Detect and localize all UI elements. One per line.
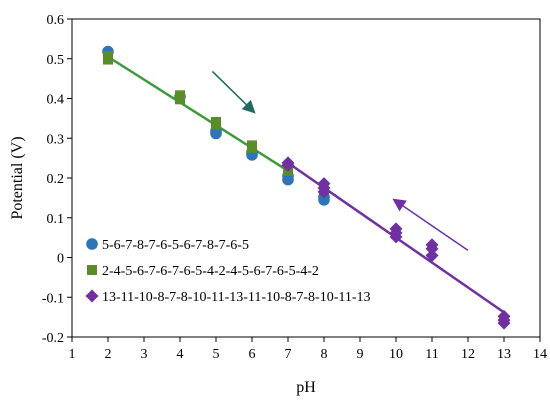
y-tick-label: -0.1 — [42, 291, 64, 306]
circle-data-point — [210, 127, 222, 140]
x-tick-label: 2 — [105, 347, 112, 362]
legend-entry-label: 13-11-10-8-7-8-10-11-13-11-10-8-7-8-10-1… — [102, 290, 371, 305]
direction-arrows — [211, 70, 469, 251]
x-tick-label: 5 — [213, 347, 220, 362]
x-tick-label: 12 — [461, 347, 475, 362]
arrow-shaft — [402, 205, 469, 251]
x-tick-label: 3 — [141, 347, 148, 362]
x-tick-label: 11 — [425, 347, 438, 362]
trend-line — [107, 55, 289, 172]
arrow-head — [241, 99, 256, 114]
y-axis-title: Potential (V) — [9, 136, 26, 219]
x-tick-label: 10 — [389, 347, 403, 362]
legend-square-symbol — [87, 265, 97, 275]
x-axis-title: pH — [296, 379, 316, 396]
legend-entry-label: 5-6-7-8-7-6-5-6-7-8-7-6-5 — [102, 238, 249, 253]
diamond-data-point — [281, 158, 295, 172]
diamond-data-point — [497, 316, 511, 330]
legend-diamond-symbol — [85, 289, 99, 303]
x-tick-label: 7 — [285, 347, 292, 362]
y-tick-label: 0.4 — [47, 93, 65, 108]
arrow-head — [392, 198, 407, 212]
legend-entry-label: 2-4-5-6-7-6-7-6-5-4-2-4-5-6-7-6-5-4-2 — [102, 264, 319, 279]
diamond-data-point — [425, 242, 439, 256]
circle-data-point — [318, 194, 330, 206]
x-tick-label: 1 — [69, 347, 76, 362]
y-tick-label: 0.5 — [47, 53, 65, 68]
x-tick-label: 9 — [357, 347, 364, 362]
square-data-point — [211, 119, 221, 130]
x-tick-label: 13 — [497, 347, 511, 362]
x-tick-label: 8 — [321, 347, 328, 362]
square-data-point — [247, 142, 257, 153]
square-data-point — [103, 54, 113, 65]
circle-data-point — [282, 173, 294, 186]
y-tick-label: 0 — [57, 252, 64, 267]
square-data-point — [175, 94, 185, 105]
diamond-data-point — [317, 185, 331, 199]
diamond-data-point — [389, 230, 403, 244]
x-tick-label: 4 — [177, 347, 184, 362]
y-tick-label: 0.3 — [47, 132, 65, 147]
y-axis-ticks: -0.2 -0.1 0 0.1 0.2 0.3 0.4 0.5 0.6 — [42, 13, 72, 346]
y-tick-label: 0.2 — [47, 172, 65, 187]
legend: 5-6-7-8-7-6-5-6-7-8-7-6-5 2-4-5-6-7-6-7-6… — [85, 238, 371, 305]
diamond-data-point — [425, 249, 439, 263]
y-tick-label: 0.1 — [47, 212, 65, 227]
y-tick-label: 0.6 — [47, 13, 65, 28]
arrow-shaft — [211, 70, 247, 106]
y-tick-label: -0.2 — [42, 331, 64, 346]
data-markers — [102, 45, 511, 330]
x-tick-label: 14 — [533, 347, 547, 362]
x-axis-ticks: 1 2 3 4 5 6 7 8 9 10 11 12 13 14 — [69, 337, 547, 362]
legend-circle-symbol — [86, 238, 98, 250]
x-tick-label: 6 — [249, 347, 256, 362]
